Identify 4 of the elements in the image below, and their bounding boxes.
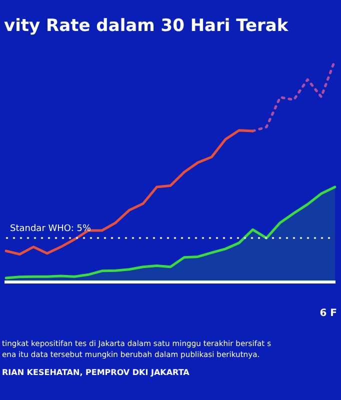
annotation: Standar WHO: 5% xyxy=(10,224,92,234)
text: RIAN KESEHATAN, PEMPROV DKI JAKARTA xyxy=(2,368,190,377)
text: 6 F xyxy=(320,308,337,319)
chart-title: vity Rate dalam 30 Hari Terak xyxy=(4,16,288,36)
